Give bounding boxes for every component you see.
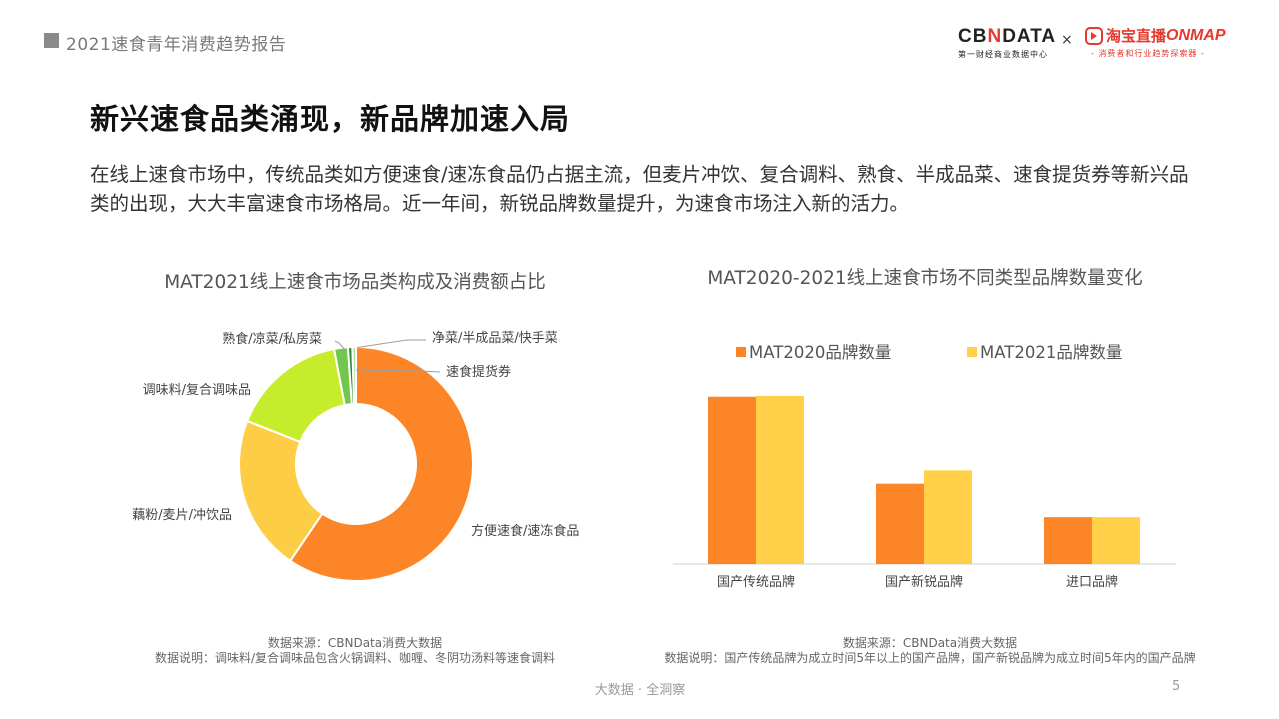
right-chart-note: 数据来源：CBNData消费大数据 数据说明：国产传统品牌为成立时间5年以上的国… [630, 636, 1230, 666]
donut-slice-label: 速食提货券 [446, 364, 511, 380]
donut-leader-line [334, 340, 347, 352]
right-source: 数据来源：CBNData消费大数据 [842, 636, 1018, 650]
cbn-brand-x: N [987, 26, 1003, 47]
bar-category-label: 国产新锐品牌 [885, 574, 963, 590]
left-desc: 数据说明：调味料/复合调味品包含火锅调料、咖喱、冬阴功汤料等速食调料 [154, 651, 556, 665]
bar [1092, 517, 1140, 564]
tb-subtitle: - 消费者和行业趋势探索器 - [1091, 49, 1205, 58]
page-number: 5 [1172, 679, 1181, 694]
legend-swatch [967, 347, 977, 357]
bar-category-label: 进口品牌 [1066, 574, 1118, 590]
legend-swatch [736, 347, 746, 357]
legend-label: MAT2021品牌数量 [980, 343, 1122, 362]
bar-chart-title: MAT2020-2021线上速食市场不同类型品牌数量变化 [707, 268, 1143, 289]
cbn-subtitle: 第一财经商业数据中心 [958, 50, 1048, 59]
taobao-live-logo: 淘宝直播 ONMAP - 消费者和行业趋势探索器 - [1085, 25, 1226, 59]
bar [876, 483, 924, 564]
donut-slice [238, 419, 324, 563]
cbn-brand-a: CB [958, 26, 988, 47]
bar [708, 396, 756, 564]
legend-label: MAT2020品牌数量 [749, 343, 891, 362]
header-square-icon [44, 33, 59, 48]
bar [1044, 517, 1092, 564]
cbn-brand-b: DATA [1002, 26, 1057, 47]
left-chart-note: 数据来源：CBNData消费大数据 数据说明：调味料/复合调味品包含火锅调料、咖… [100, 636, 610, 666]
bar [924, 470, 972, 564]
bar [756, 395, 804, 564]
donut-leader-line [355, 369, 441, 373]
tb-brand: 淘宝直播 [1106, 27, 1167, 45]
right-desc: 数据说明：国产传统品牌为成立时间5年以上的国产品牌，国产新锐品牌为成立时间5年内… [664, 651, 1196, 665]
donut-slice-label: 方便速食/速冻食品 [471, 523, 579, 539]
play-icon [1085, 26, 1103, 45]
left-source: 数据来源：CBNData消费大数据 [267, 636, 443, 650]
logo-separator: × [1061, 32, 1073, 48]
page-title: 新兴速食品类涌现，新品牌加速入局 [90, 102, 571, 136]
donut-chart-title: MAT2021线上速食市场品类构成及消费额占比 [164, 272, 546, 293]
cbndata-logo: CBNDATA 第一财经商业数据中心 [958, 26, 1056, 60]
donut-slice-label: 净菜/半成品菜/快手菜 [432, 331, 558, 346]
bar-category-label: 国产传统品牌 [717, 574, 795, 590]
tb-onmap: ONMAP [1166, 26, 1226, 44]
report-title: 2021速食青年消费趋势报告 [66, 35, 287, 55]
donut-leader-line [353, 339, 426, 349]
page-description: 在线上速食市场中，传统品类如方便速食/速冻食品仍占据主流，但麦片冲饮、复合调料、… [90, 163, 1189, 215]
donut-slice [351, 345, 357, 406]
footer-slogan: 大数据 · 全洞察 [594, 683, 686, 698]
donut-slice-label: 熟食/凉菜/私房菜 [222, 331, 322, 347]
donut-slice [288, 345, 474, 582]
donut-slice-label: 调味料/复合调味品 [143, 383, 251, 398]
donut-slice-label: 藕粉/麦片/冲饮品 [132, 508, 232, 523]
